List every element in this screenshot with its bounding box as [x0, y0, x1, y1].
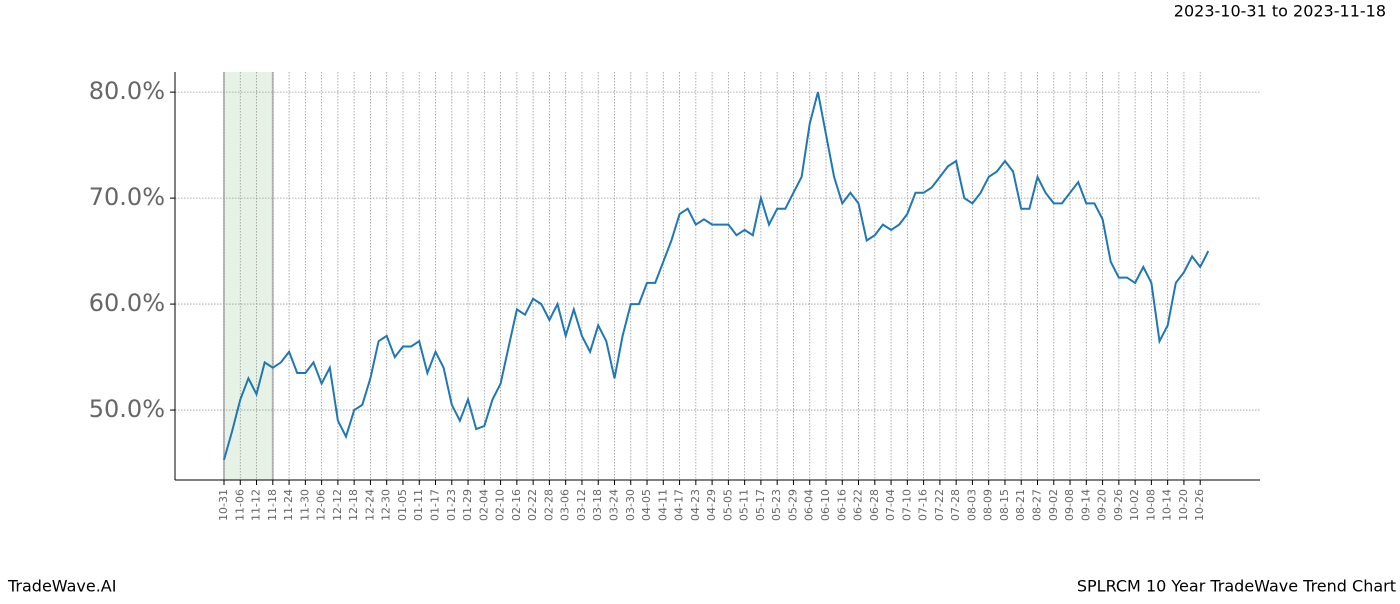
- x-tick-label: 04-05: [640, 489, 653, 521]
- x-tick-label: 12-18: [347, 489, 360, 521]
- x-tick-label: 03-12: [575, 489, 588, 521]
- x-tick-label: 08-27: [1031, 489, 1044, 521]
- x-tick-label: 10-20: [1177, 489, 1190, 521]
- x-tick-label: 06-10: [819, 489, 832, 521]
- x-tick-label: 02-16: [510, 489, 523, 521]
- highlight-span: [224, 72, 273, 480]
- x-tick-label: 12-12: [331, 489, 344, 521]
- x-tick-label: 10-31: [217, 489, 230, 521]
- x-tick-label: 09-14: [1079, 489, 1092, 521]
- x-tick-label: 06-22: [852, 489, 865, 521]
- x-tick-label: 02-10: [494, 489, 507, 521]
- x-tick-label: 05-17: [754, 489, 767, 521]
- x-tick-label: 12-30: [380, 489, 393, 521]
- x-tick-label: 11-18: [266, 489, 279, 521]
- brand: TradeWave.AI: [7, 577, 116, 596]
- x-tick-label: 08-21: [1014, 489, 1027, 521]
- x-tick-label: 11-24: [282, 489, 295, 521]
- x-tick-label: 03-06: [559, 489, 572, 521]
- x-tick-label: 08-09: [982, 489, 995, 521]
- line-series: [223, 91, 1210, 461]
- x-tick-label: 01-05: [396, 489, 409, 521]
- x-tick-label: 10-02: [1128, 489, 1141, 521]
- x-tick-label: 03-18: [591, 489, 604, 521]
- x-tick-label: 11-30: [298, 489, 311, 521]
- x-tick-label: 08-03: [965, 489, 978, 521]
- x-tick-label: 01-23: [445, 489, 458, 521]
- chart-title: SPLRCM 10 Year TradeWave Trend Chart: [1077, 577, 1396, 596]
- y-tick-label: 60.0%: [89, 289, 165, 317]
- x-tick-label: 01-17: [429, 489, 442, 521]
- x-tick-label: 07-10: [900, 489, 913, 521]
- x-tick-label: 02-04: [477, 489, 490, 521]
- x-tick-label: 04-23: [689, 489, 702, 521]
- x-tick-label: 03-24: [607, 489, 620, 521]
- x-tick-label: 01-11: [412, 489, 425, 521]
- x-tick-label: 09-08: [1063, 489, 1076, 521]
- subtitle: 2023-10-31 to 2023-11-18: [1174, 2, 1386, 21]
- x-tick-label: 09-20: [1096, 489, 1109, 521]
- x-tick-label: 02-22: [526, 489, 539, 521]
- x-tick-label: 10-26: [1193, 489, 1206, 521]
- x-tick-label: 02-28: [542, 489, 555, 521]
- x-tick-label: 03-30: [624, 489, 637, 521]
- y-tick-label: 80.0%: [89, 77, 165, 105]
- x-tick-label: 07-16: [917, 489, 930, 521]
- x-tick-label: 09-26: [1112, 489, 1125, 521]
- x-tick-label: 05-23: [770, 489, 783, 521]
- x-tick-label: 07-04: [884, 489, 897, 521]
- y-tick-label: 50.0%: [89, 395, 165, 423]
- x-tick-label: 12-24: [363, 489, 376, 521]
- y-tick-label: 70.0%: [89, 183, 165, 211]
- x-tick-label: 10-14: [1161, 489, 1174, 521]
- x-tick-label: 07-22: [933, 489, 946, 521]
- x-tick-label: 04-11: [656, 489, 669, 521]
- x-tick-label: 04-17: [673, 489, 686, 521]
- x-tick-label: 05-11: [738, 489, 751, 521]
- x-tick-label: 06-16: [835, 489, 848, 521]
- x-tick-label: 05-05: [721, 489, 734, 521]
- x-tick-label: 06-28: [868, 489, 881, 521]
- x-tick-label: 05-29: [786, 489, 799, 521]
- x-tick-label: 10-08: [1144, 489, 1157, 521]
- x-tick-label: 12-06: [315, 489, 328, 521]
- x-tick-label: 06-04: [803, 489, 816, 521]
- x-tick-label: 09-02: [1047, 489, 1060, 521]
- x-tick-label: 01-29: [461, 489, 474, 521]
- x-tick-label: 11-06: [233, 489, 246, 521]
- x-tick-label: 04-29: [705, 489, 718, 521]
- x-tick-label: 11-12: [250, 489, 263, 521]
- x-tick-label: 07-28: [949, 489, 962, 521]
- x-tick-label: 08-15: [998, 489, 1011, 521]
